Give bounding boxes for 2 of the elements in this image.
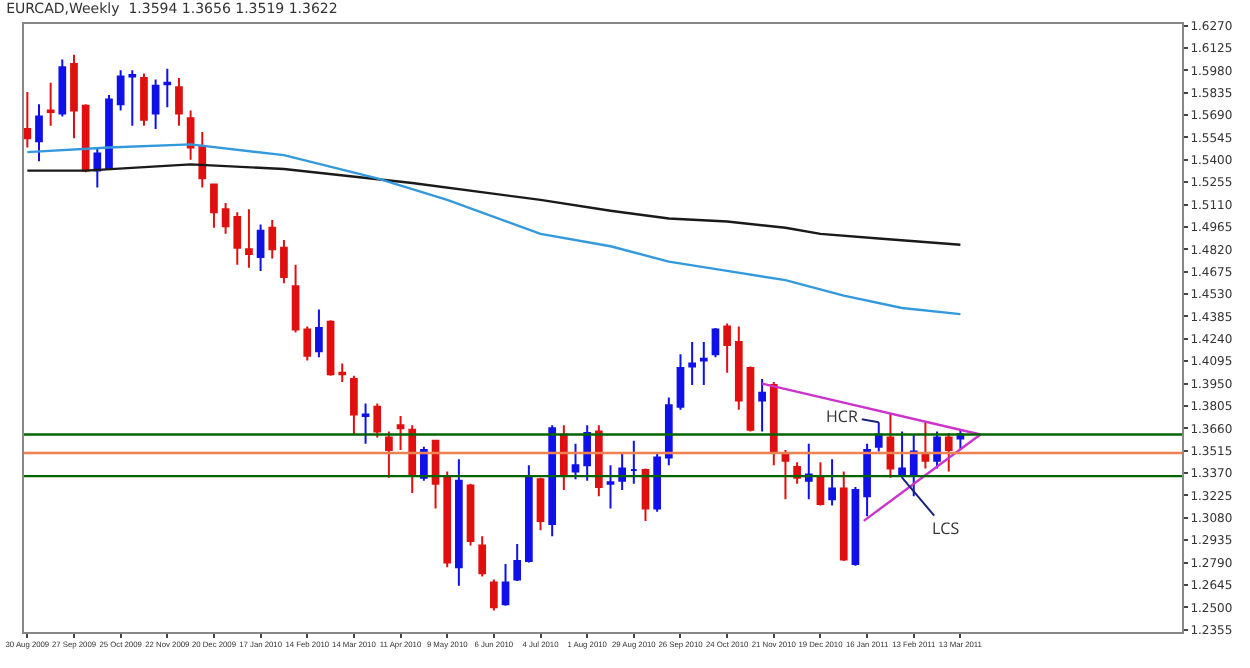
annotation: LCS	[932, 518, 960, 540]
annotation: HCR	[826, 406, 858, 428]
